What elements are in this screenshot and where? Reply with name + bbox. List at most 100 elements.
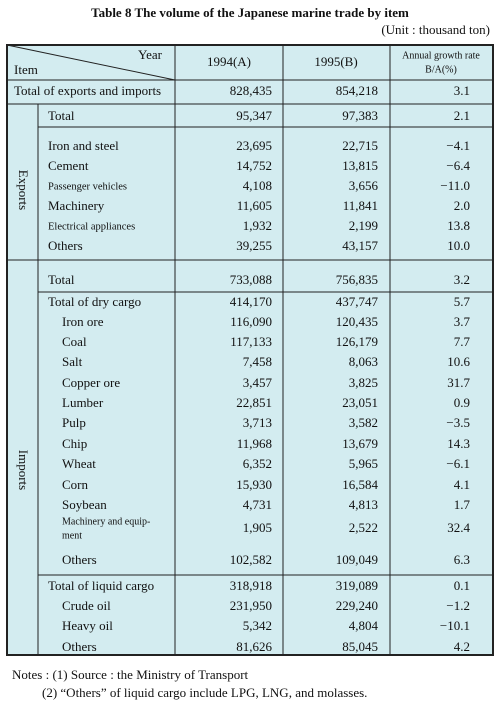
cell-value: 3.2 <box>454 272 470 287</box>
cell-value: 319,089 <box>336 578 378 593</box>
cell-value: 5.7 <box>454 294 471 309</box>
cell-value: 1,932 <box>243 218 272 233</box>
cell-value: −6.1 <box>446 456 470 471</box>
cell-value: −6.4 <box>446 158 470 173</box>
cell-value: 3,713 <box>243 415 272 430</box>
cell-value: 0.9 <box>454 395 470 410</box>
table-bg <box>6 44 494 656</box>
cell-value: 126,179 <box>336 334 378 349</box>
cell-value: −3.5 <box>446 415 470 430</box>
cell-value: 16,584 <box>342 477 378 492</box>
row-label: Chip <box>62 436 87 451</box>
cell-value: 23,695 <box>236 138 272 153</box>
row-label: Iron and steel <box>48 138 119 153</box>
cell-value: 437,747 <box>336 294 379 309</box>
row-label: Coal <box>62 334 87 349</box>
cell-value: 7.7 <box>454 334 471 349</box>
cell-value: 828,435 <box>230 83 272 98</box>
row-label: Passenger vehicles <box>48 181 127 192</box>
cell-value: 97,383 <box>342 108 378 123</box>
title: Table 8 The volume of the Japanese marin… <box>91 5 409 20</box>
row-label: Copper ore <box>62 375 120 390</box>
item-header: Item <box>14 62 38 77</box>
cell-value: 2.0 <box>454 198 470 213</box>
cell-value: 11,841 <box>343 198 378 213</box>
cell-value: 4,813 <box>349 497 378 512</box>
cell-value: −1.2 <box>446 598 470 613</box>
row-label: ment <box>62 530 82 541</box>
row-label: Corn <box>62 477 89 492</box>
cell-value: 13.8 <box>447 218 470 233</box>
cell-value: 81,626 <box>236 639 272 654</box>
diagonal <box>6 44 176 81</box>
col-header: 1995(B) <box>314 54 357 69</box>
row-label: Iron ore <box>62 314 104 329</box>
row-label: Pulp <box>62 415 86 430</box>
row-label: Total <box>48 108 75 123</box>
cell-value: 4,731 <box>243 497 272 512</box>
cell-value: 2,522 <box>349 520 378 535</box>
cell-value: 109,049 <box>336 552 378 567</box>
group-label: Imports <box>16 450 31 490</box>
col-header: Annual growth rate <box>402 50 480 61</box>
cell-value: 4.1 <box>454 477 470 492</box>
group-label: Exports <box>16 170 31 210</box>
cell-value: 3,656 <box>349 178 379 193</box>
year-header: Year <box>138 47 163 62</box>
row-label: Total of dry cargo <box>48 294 141 309</box>
row-label: Others <box>62 639 97 654</box>
unit: (Unit : thousand ton) <box>381 22 490 37</box>
cell-value: 22,851 <box>236 395 272 410</box>
row-label: Salt <box>62 354 83 369</box>
cell-value: 3.7 <box>454 314 471 329</box>
cell-value: 1.7 <box>454 497 471 512</box>
row-label: Soybean <box>62 497 107 512</box>
row-label: Others <box>48 238 83 253</box>
row-label: Total of exports and imports <box>14 83 161 98</box>
row-label: Lumber <box>62 395 104 410</box>
cell-value: 117,133 <box>230 334 272 349</box>
cell-value: 6.3 <box>454 552 470 567</box>
cell-value: 3,457 <box>243 375 273 390</box>
cell-value: 414,170 <box>230 294 272 309</box>
cell-value: 3,825 <box>349 375 378 390</box>
row-label: Total <box>48 272 75 287</box>
cell-value: 231,950 <box>230 598 272 613</box>
cell-value: 1,905 <box>243 520 272 535</box>
cell-value: 4.2 <box>454 639 470 654</box>
cell-value: 3.1 <box>454 83 470 98</box>
cell-value: 85,045 <box>342 639 378 654</box>
cell-value: 854,218 <box>336 83 378 98</box>
cell-value: 11,605 <box>237 198 272 213</box>
cell-value: 7,458 <box>243 354 272 369</box>
cell-value: 43,157 <box>342 238 378 253</box>
cell-value: 11,968 <box>237 436 272 451</box>
cell-value: 32.4 <box>447 520 470 535</box>
row-label: Electrical appliances <box>48 221 135 232</box>
cell-value: 4,108 <box>243 178 272 193</box>
cell-value: 5,342 <box>243 618 272 633</box>
cell-value: 4,804 <box>349 618 379 633</box>
row-label: Cement <box>48 158 89 173</box>
note: Notes : (1) Source : the Ministry of Tra… <box>12 667 249 682</box>
cell-value: 102,582 <box>230 552 272 567</box>
cell-value: 229,240 <box>336 598 378 613</box>
row-label: Others <box>62 552 97 567</box>
cell-value: 2.1 <box>454 108 470 123</box>
cell-value: 2,199 <box>349 218 378 233</box>
cell-value: 23,051 <box>342 395 378 410</box>
row-label: Heavy oil <box>62 618 113 633</box>
cell-value: 733,088 <box>230 272 272 287</box>
cell-value: 3,582 <box>349 415 378 430</box>
note: (2) “Others” of liquid cargo include LPG… <box>42 685 367 700</box>
cell-value: 120,435 <box>336 314 378 329</box>
cell-value: 31.7 <box>447 375 470 390</box>
cell-value: 318,918 <box>230 578 272 593</box>
cell-value: 95,347 <box>236 108 272 123</box>
cell-value: −11.0 <box>440 178 470 193</box>
row-label: Machinery <box>48 198 105 213</box>
cell-value: 22,715 <box>342 138 378 153</box>
cell-value: 10.0 <box>447 238 470 253</box>
cell-value: 116,090 <box>230 314 272 329</box>
